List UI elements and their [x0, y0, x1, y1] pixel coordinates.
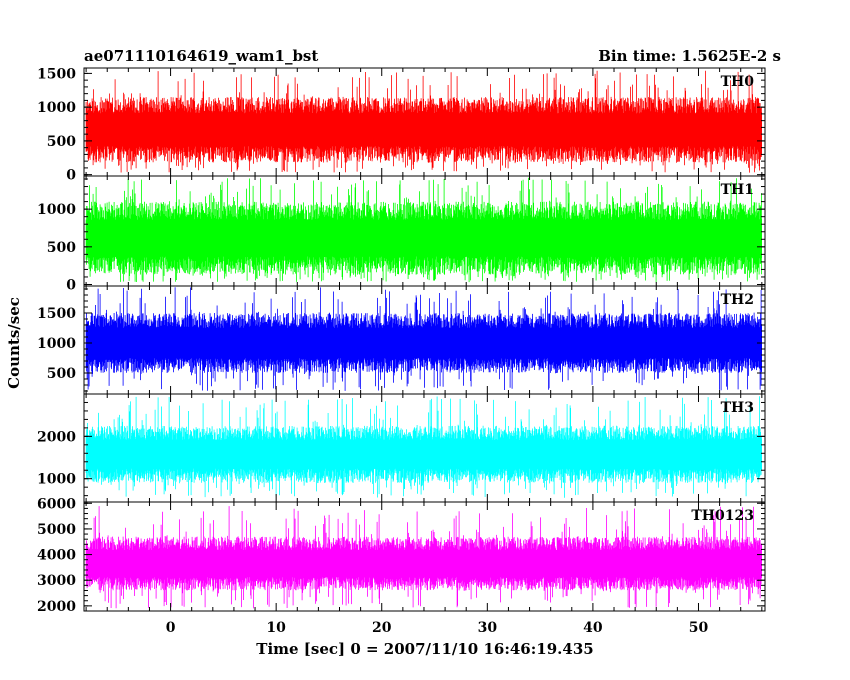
y-tick-label: 1000	[37, 100, 76, 116]
y-tick-label: 1000	[37, 202, 76, 218]
panel-frame	[83, 501, 766, 612]
series-th2	[85, 287, 762, 391]
y-axis-label: Counts/sec	[5, 297, 23, 389]
panel-label-th1: TH1	[721, 182, 754, 198]
y-tick-label: 500	[47, 240, 76, 256]
series-th3	[85, 396, 762, 498]
y-tick-label: 3000	[37, 573, 76, 589]
panel-th0123: 2000 3000 4000 5000 6000 TH0123	[37, 496, 766, 615]
y-tick-label: 4000	[37, 548, 76, 564]
y-tick-label: 0	[66, 168, 76, 184]
panel-th2: 500 1000 1500 TH2	[37, 285, 766, 395]
series-th0	[85, 70, 762, 173]
y-tick-label: 1000	[37, 472, 76, 488]
chart-title: ae071110164619_wam1_bst	[84, 47, 318, 65]
x-tick-label: 30	[478, 620, 498, 636]
y-tick-label: 0	[66, 277, 76, 293]
y-tick-label: 1000	[37, 336, 76, 352]
panel-th3: 1000 2000 TH3	[37, 393, 766, 503]
y-tick-label: 2000	[37, 429, 76, 445]
y-tick-label: 500	[47, 134, 76, 150]
y-tick-label: 1500	[37, 306, 76, 322]
panel-label-th3: TH3	[721, 400, 754, 416]
x-tick-label: 0	[166, 620, 176, 636]
panel-th1: 0 500 1000 TH1	[37, 175, 766, 293]
series-th1	[85, 177, 762, 283]
x-tick-label: 40	[583, 620, 603, 636]
x-tick-label: 10	[266, 620, 286, 636]
series-th0123	[85, 506, 762, 609]
panel-label-th2: TH2	[721, 292, 754, 308]
x-axis-label: Time [sec] 0 = 2007/11/10 16:46:19.435	[256, 640, 593, 658]
panel-label-th0: TH0	[721, 74, 755, 90]
panel-th0: 0 500 1000 1500 TH0	[37, 66, 766, 184]
y-tick-label: 6000	[37, 496, 76, 512]
x-tick-label: 20	[372, 620, 392, 636]
y-tick-label: 5000	[37, 522, 76, 538]
panel-label-th0123: TH0123	[691, 508, 754, 524]
bin-time-label: Bin time: 1.5625E-2 s	[598, 47, 781, 65]
y-tick-label: 500	[47, 366, 76, 382]
y-tick-label: 1500	[37, 66, 76, 82]
y-tick-label: 2000	[37, 599, 76, 615]
x-tick-label: 50	[689, 620, 709, 636]
